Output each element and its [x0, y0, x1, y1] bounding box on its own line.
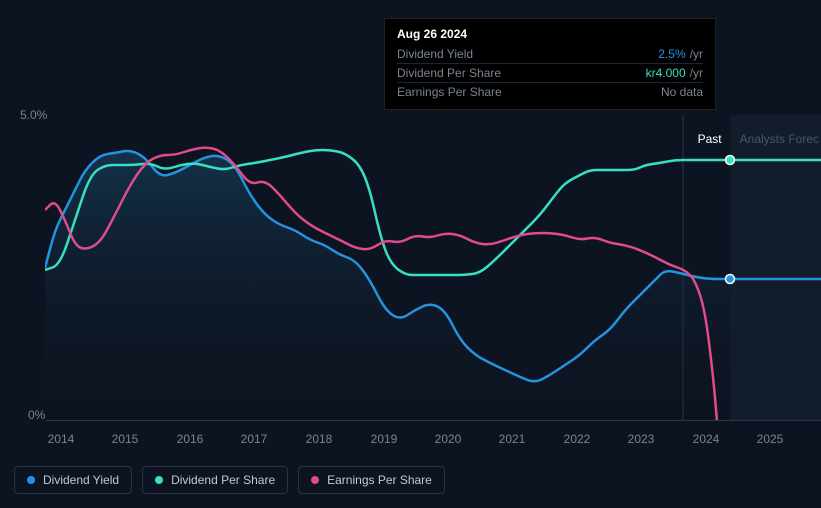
x-axis-tick-label: 2015: [112, 432, 139, 446]
legend-dot-icon: [27, 476, 35, 484]
legend-item[interactable]: Dividend Per Share: [142, 466, 288, 494]
x-axis-tick-label: 2019: [371, 432, 398, 446]
legend-item-label: Dividend Per Share: [171, 473, 275, 487]
legend-dot-icon: [155, 476, 163, 484]
tooltip-row-value: 2.5%: [658, 45, 685, 63]
legend-item-label: Earnings Per Share: [327, 473, 432, 487]
legend-item[interactable]: Dividend Yield: [14, 466, 132, 494]
x-axis-tick-label: 2018: [306, 432, 333, 446]
tooltip-row: Dividend Per Share kr4.000/yr: [397, 64, 703, 83]
y-axis-max-label: 5.0%: [20, 108, 47, 122]
x-axis-tick-label: 2023: [628, 432, 655, 446]
chart-plot-area[interactable]: [45, 115, 821, 421]
tooltip-row-label: Earnings Per Share: [397, 83, 502, 101]
legend-dot-icon: [311, 476, 319, 484]
x-axis-tick-label: 2021: [499, 432, 526, 446]
tooltip-row-value: No data: [661, 83, 703, 101]
x-axis-tick-label: 2025: [757, 432, 784, 446]
x-axis-tick-label: 2020: [435, 432, 462, 446]
tooltip-row-label: Dividend Yield: [397, 45, 473, 63]
tooltip-row-unit: /yr: [690, 64, 703, 82]
tooltip-row: Earnings Per Share No data: [397, 83, 703, 101]
x-axis-tick-label: 2022: [564, 432, 591, 446]
x-axis-tick-label: 2016: [177, 432, 204, 446]
tooltip-row-unit: /yr: [690, 45, 703, 63]
x-axis-tick-label: 2024: [693, 432, 720, 446]
legend-item[interactable]: Earnings Per Share: [298, 466, 445, 494]
y-axis-min-label: 0%: [28, 408, 45, 422]
tooltip-row: Dividend Yield 2.5% /yr: [397, 45, 703, 64]
chart-tooltip: Aug 26 2024 Dividend Yield2.5%/yrDividen…: [384, 18, 716, 110]
x-axis-tick-label: 2017: [241, 432, 268, 446]
tooltip-row-value: kr4.000: [646, 64, 686, 82]
tooltip-row-label: Dividend Per Share: [397, 64, 501, 82]
chart-legend: Dividend Yield Dividend Per Share Earnings…: [14, 466, 445, 494]
tooltip-date: Aug 26 2024: [397, 27, 703, 41]
chart-svg: [45, 115, 821, 421]
x-axis-tick-label: 2014: [48, 432, 75, 446]
legend-item-label: Dividend Yield: [43, 473, 119, 487]
